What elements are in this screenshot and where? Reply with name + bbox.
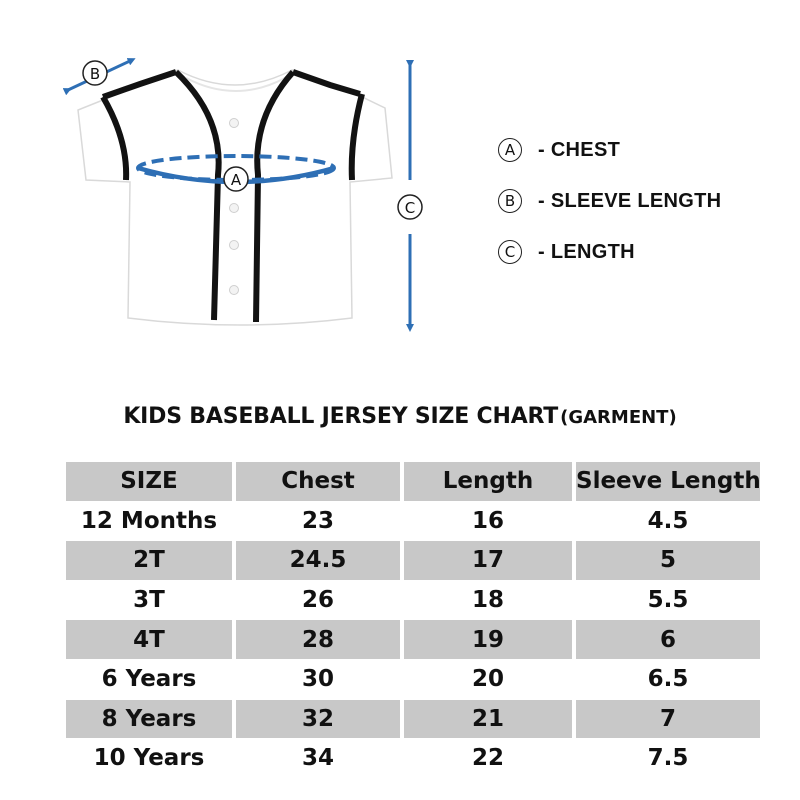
size-chart-title-sub: (GARMENT) <box>560 407 677 428</box>
table-row: 8 Years 32 21 7 <box>66 699 760 740</box>
cell-sleeve-length: 6 <box>576 620 760 660</box>
legend-item-chest: A - CHEST <box>498 133 788 167</box>
cell-chest: 23 <box>236 501 404 542</box>
table-row: 3T 26 18 5.5 <box>66 580 760 621</box>
jersey-body <box>77 69 393 326</box>
table-row: 12 Months 23 16 4.5 <box>66 501 760 542</box>
header-chest: Chest <box>236 462 404 502</box>
sleeve-trim-right <box>292 69 361 97</box>
cell-size: 2T <box>66 541 236 581</box>
marker-a-circle <box>223 166 249 192</box>
legend-label-length: - LENGTH <box>538 240 635 263</box>
marker-c-letter: C <box>405 199 415 217</box>
cell-size: 6 Years <box>66 659 236 700</box>
cell-length: 17 <box>404 541 576 581</box>
cell-size: 8 Years <box>66 699 236 740</box>
legend-marker-a: A <box>498 138 522 162</box>
placket-trim-right <box>253 70 296 323</box>
cell-sleeve-length: 7.5 <box>576 739 760 779</box>
cell-length: 18 <box>404 580 576 621</box>
table-header-row: SIZE Chest Length Sleeve Length <box>66 462 761 502</box>
legend-marker-c: C <box>498 240 522 264</box>
cell-chest: 26 <box>236 580 404 621</box>
legend-label-sleeve-length: - SLEEVE LENGTH <box>538 189 722 212</box>
cell-size: 10 Years <box>66 739 236 779</box>
jersey-diagram: A B C <box>62 58 423 332</box>
marker-b-circle <box>82 60 108 86</box>
header-length: Length <box>404 462 576 502</box>
cell-chest: 24.5 <box>236 541 404 581</box>
cell-chest: 28 <box>236 620 404 660</box>
cell-length: 16 <box>404 501 576 542</box>
cell-chest: 32 <box>236 699 404 740</box>
table-row: 10 Years 34 22 7.5 <box>66 739 760 779</box>
cell-chest: 34 <box>236 739 404 779</box>
cell-size: 12 Months <box>66 501 236 542</box>
cell-size: 3T <box>66 580 236 621</box>
header-size: SIZE <box>66 462 236 502</box>
table-row: 6 Years 30 20 6.5 <box>66 659 760 700</box>
cell-sleeve-length: 7 <box>576 699 760 740</box>
legend-marker-b: B <box>498 189 522 213</box>
header-sleeve-length: Sleeve Length <box>576 462 761 502</box>
jersey-collar <box>185 77 286 92</box>
cell-size: 4T <box>66 620 236 660</box>
cell-length: 22 <box>404 739 576 779</box>
cell-length: 20 <box>404 659 576 700</box>
cell-sleeve-length: 4.5 <box>576 502 760 542</box>
legend-item-sleeve-length: B - SLEEVE LENGTH <box>498 184 788 218</box>
size-table: SIZE Chest Length Sleeve Length 12 Month… <box>66 462 761 779</box>
size-chart-title: KIDS BASEBALL JERSEY SIZE CHART (GARMENT) <box>0 404 800 429</box>
cell-length: 19 <box>404 620 576 660</box>
placket-trim-left <box>173 69 222 321</box>
cell-sleeve-length: 6.5 <box>576 660 760 700</box>
marker-a-letter: A <box>231 171 242 189</box>
jersey-button <box>229 203 239 213</box>
table-row: 2T 24.5 17 5 <box>66 541 760 581</box>
cell-length: 21 <box>404 699 576 740</box>
sleeve-armhole-left <box>100 95 130 181</box>
size-chart-title-main: KIDS BASEBALL JERSEY SIZE CHART <box>123 404 559 429</box>
sleeve-armhole-right <box>348 93 365 181</box>
jersey-button <box>229 285 239 295</box>
cell-chest: 30 <box>236 659 404 700</box>
table-row: 4T 28 19 6 <box>66 620 760 660</box>
cell-sleeve-length: 5.5 <box>576 581 760 621</box>
legend-label-chest: - CHEST <box>538 138 621 161</box>
cell-sleeve-length: 5 <box>576 541 760 581</box>
jersey-button <box>229 240 239 250</box>
marker-c-circle <box>397 194 423 220</box>
jersey-button <box>229 118 239 128</box>
marker-b-letter: B <box>90 65 100 83</box>
legend-item-length: C - LENGTH <box>498 235 788 269</box>
